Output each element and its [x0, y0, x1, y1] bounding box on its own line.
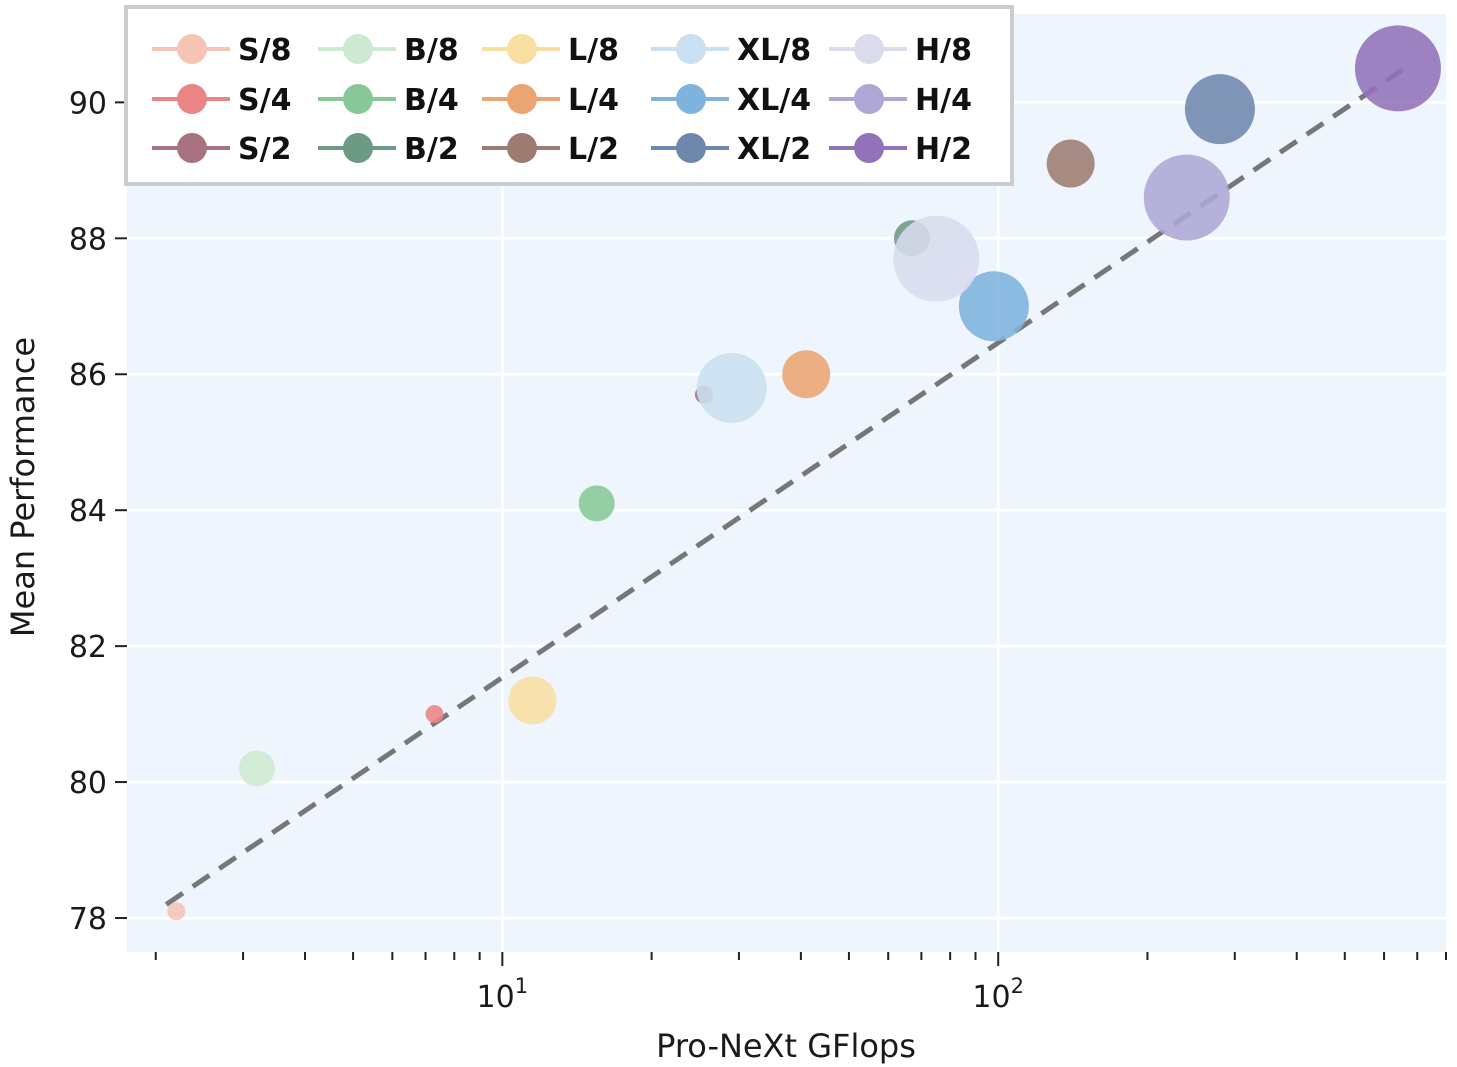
legend-marker — [507, 133, 537, 163]
legend-entry-xl-8: XL/8 — [651, 33, 811, 68]
legend-marker — [676, 34, 706, 64]
legend-entry-b-2: B/2 — [318, 132, 459, 167]
legend-entry-l-8: L/8 — [482, 33, 619, 68]
legend-label: H/4 — [915, 83, 972, 118]
legend-label: S/8 — [238, 33, 291, 68]
legend-marker — [177, 133, 207, 163]
legend-label: XL/4 — [737, 83, 811, 118]
legend-label: L/2 — [568, 132, 619, 167]
legend-marker — [177, 84, 207, 114]
x-tick-label-base: 10 — [972, 980, 1010, 1015]
legend-label: H/2 — [915, 132, 972, 167]
x-tick-label-exponent: 2 — [1011, 974, 1024, 998]
y-tick-label: 82 — [69, 630, 107, 665]
x-axis: 101 102 — [154, 952, 1447, 1015]
legend-entry-s-8: S/8 — [152, 33, 291, 68]
legend-entry-xl-4: XL/4 — [651, 83, 811, 118]
legend-entry-b-8: B/8 — [318, 33, 459, 68]
data-point-xl-8 — [696, 352, 767, 423]
legend-marker — [676, 133, 706, 163]
legend-label: XL/8 — [737, 33, 811, 68]
legend-marker — [676, 84, 706, 114]
legend-entry-b-4: B/4 — [318, 83, 459, 118]
legend-label: L/8 — [568, 33, 619, 68]
data-point-h-8 — [893, 215, 980, 302]
x-tick-label-exponent: 1 — [515, 974, 528, 998]
legend-label: B/4 — [404, 83, 459, 118]
data-point-l-2 — [1046, 139, 1095, 188]
data-point-b-8 — [238, 750, 275, 787]
legend-entry-h-2: H/2 — [829, 132, 972, 167]
data-point-xl-4 — [958, 271, 1029, 342]
data-point-l-8 — [508, 676, 557, 725]
legend-label: XL/2 — [737, 132, 811, 167]
y-tick-label: 86 — [69, 358, 107, 393]
legend-marker — [343, 34, 373, 64]
x-tick-label: 101 — [477, 974, 529, 1015]
legend-marker — [343, 84, 373, 114]
legend-marker — [507, 34, 537, 64]
y-tick-label: 80 — [69, 766, 107, 801]
y-tick-label: 84 — [69, 494, 107, 529]
data-points — [167, 25, 1441, 921]
y-axis: 78 80 82 84 86 88 90 — [69, 86, 127, 937]
legend-marker — [343, 133, 373, 163]
legend-entry-xl-2: XL/2 — [651, 132, 811, 167]
legend-label: S/2 — [238, 132, 291, 167]
legend-label: L/4 — [568, 83, 619, 118]
legend-entry-l-2: L/2 — [482, 132, 619, 167]
data-point-l-4 — [782, 350, 831, 399]
legend-entry-l-4: L/4 — [482, 83, 619, 118]
data-point-s-4 — [425, 705, 444, 724]
data-point-h-4 — [1143, 154, 1230, 241]
legend-entry-s-4: S/4 — [152, 83, 291, 118]
legend-label: B/8 — [404, 33, 459, 68]
legend-label: S/4 — [238, 83, 291, 118]
trend-line-group — [164, 66, 1406, 907]
trend-line — [164, 66, 1406, 907]
legend-marker — [177, 34, 207, 64]
y-tick-label: 88 — [69, 222, 107, 257]
data-point-s-8 — [167, 902, 186, 921]
x-axis-label: Pro-NeXt GFlops — [656, 1027, 916, 1065]
legend-marker — [507, 84, 537, 114]
data-point-h-2 — [1354, 25, 1441, 112]
legend-marker — [854, 133, 884, 163]
legend: S/8 S/4 S/2 B/8 B/4 B/2 L/8 L/4 L/2 XL/8 XL/4 XL/2 H… — [124, 5, 1014, 186]
y-tick-label: 78 — [69, 902, 107, 937]
y-tick-label: 90 — [69, 86, 107, 121]
legend-marker — [854, 84, 884, 114]
data-point-b-4 — [578, 485, 615, 522]
legend-entry-h-4: H/4 — [829, 83, 972, 118]
legend-marker — [854, 34, 884, 64]
legend-label: B/2 — [404, 132, 459, 167]
legend-entry-h-8: H/8 — [829, 33, 972, 68]
legend-entry-s-2: S/2 — [152, 132, 291, 167]
x-tick-label: 102 — [972, 974, 1024, 1015]
data-point-xl-2 — [1184, 74, 1255, 145]
legend-label: H/8 — [915, 33, 972, 68]
x-tick-label-base: 10 — [477, 980, 515, 1015]
y-axis-label: Mean Performance — [4, 337, 42, 637]
